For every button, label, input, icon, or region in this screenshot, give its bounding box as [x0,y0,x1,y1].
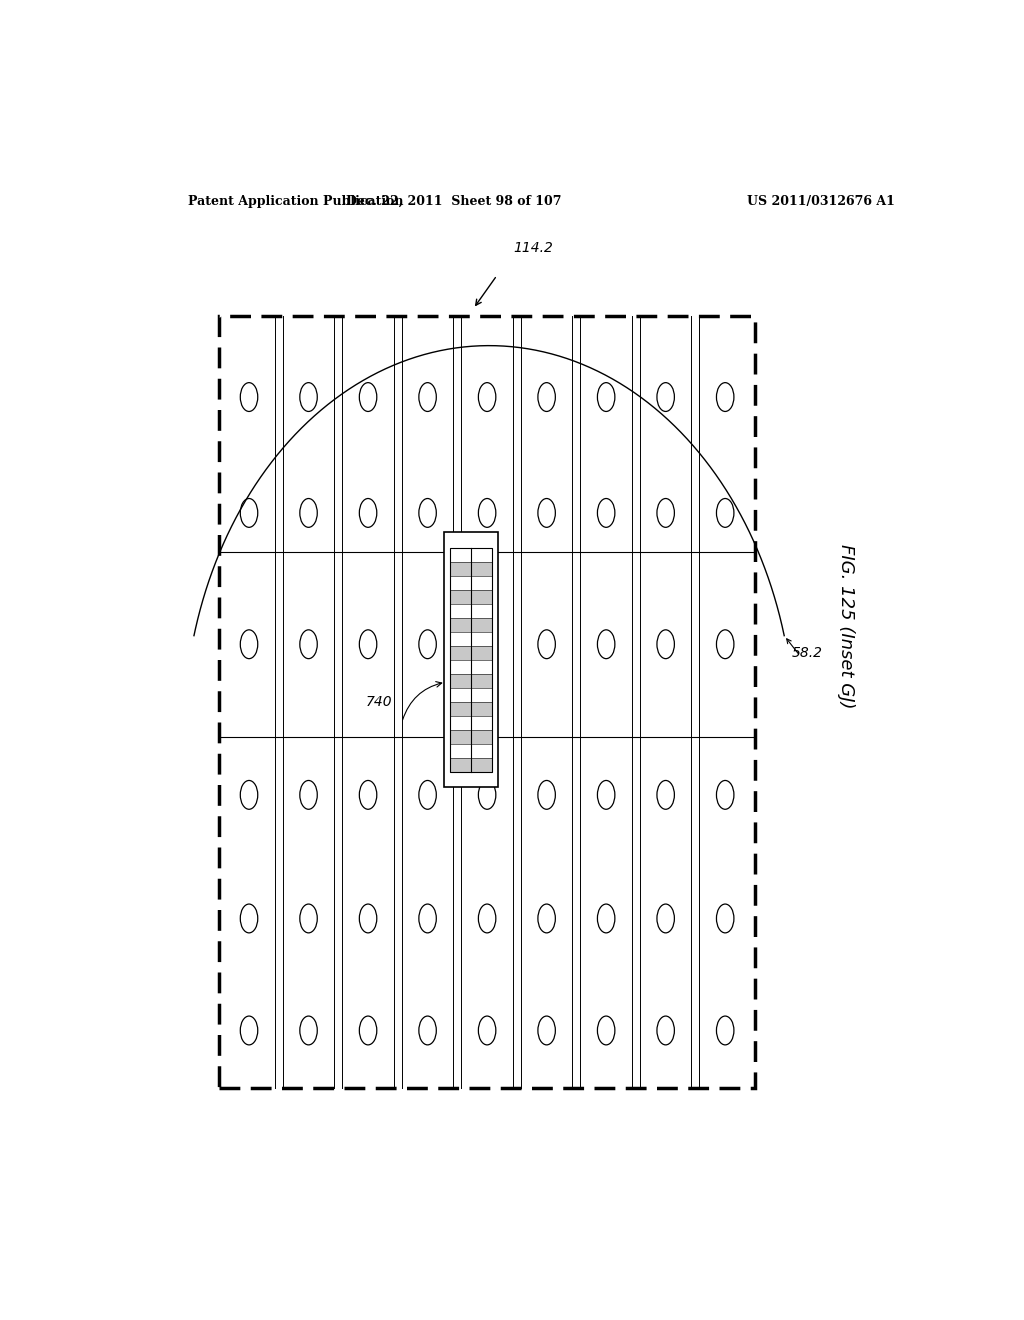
Bar [450,618,493,632]
Bar [450,645,493,660]
Bar [450,548,493,772]
Bar [450,562,493,576]
Bar [450,590,493,603]
Bar [450,548,493,562]
Bar [450,702,493,715]
Text: 114.2: 114.2 [513,242,553,255]
Text: Dec. 22, 2011  Sheet 98 of 107: Dec. 22, 2011 Sheet 98 of 107 [346,194,561,207]
Bar [450,603,493,618]
Text: 740: 740 [367,696,393,709]
Text: FIG. 125 (Inset GJ): FIG. 125 (Inset GJ) [838,544,855,709]
Bar [450,730,493,743]
Bar [450,673,493,688]
Bar [444,532,498,787]
Text: 58.2: 58.2 [793,645,823,660]
Bar [450,743,493,758]
Bar [450,576,493,590]
Bar [450,632,493,645]
Bar [450,715,493,730]
Bar [450,758,493,772]
Text: US 2011/0312676 A1: US 2011/0312676 A1 [748,194,895,207]
Bar [219,315,755,1089]
Text: Patent Application Publication: Patent Application Publication [187,194,403,207]
Bar [450,688,493,702]
Bar [450,660,493,673]
